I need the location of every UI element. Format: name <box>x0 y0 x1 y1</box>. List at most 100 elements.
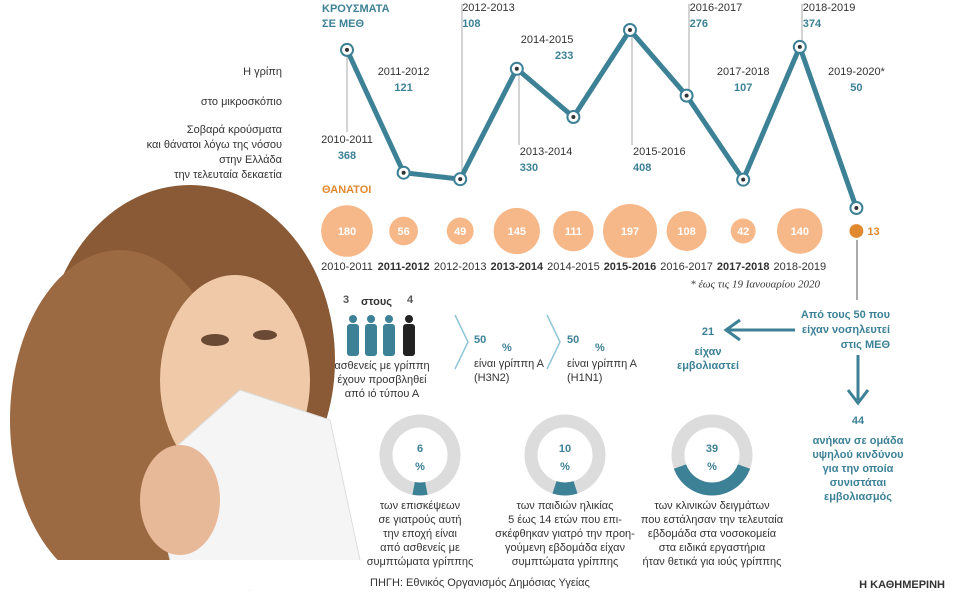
point-center <box>741 177 746 182</box>
value-label: 368 <box>338 150 356 162</box>
point-center <box>401 170 406 175</box>
vaccinated-text: είχαν <box>694 346 721 358</box>
bubble <box>446 217 474 245</box>
season-label: 2016-2017 <box>690 2 743 14</box>
value-label: 145 <box>508 226 526 238</box>
icu-text: είχαν νοσηλευτεί <box>802 324 890 336</box>
bubble <box>603 204 657 258</box>
donut-text: 5 έως 14 ετών που επι- <box>508 514 622 526</box>
value-label: 108 <box>462 18 480 30</box>
value-label: 330 <box>520 162 538 174</box>
donut-text: σε γιατρούς αυτή <box>379 514 462 526</box>
ratio-number: 4 <box>407 294 414 306</box>
season-label: 2019-2020* <box>828 66 886 78</box>
donut-unit: % <box>560 461 570 473</box>
strain-value: 50 <box>474 334 486 346</box>
season-label: 2013-2014 <box>520 146 573 158</box>
subtitle: και θάνατοι λόγω της νόσου <box>147 139 282 151</box>
season-label: 2010-2011 <box>321 134 373 146</box>
vaccinated-text: εμβολιαστεί <box>677 360 739 372</box>
ratio-word: στους <box>361 296 392 308</box>
line-title: ΚΡΟΥΣΜΑΤΑ <box>322 3 390 15</box>
bubble <box>777 208 823 254</box>
subtitle: την τελευταία δεκαετία <box>174 169 283 181</box>
point-center <box>458 177 463 182</box>
donut-unit: % <box>415 461 425 473</box>
icu-text: Από τους 50 που <box>801 309 890 321</box>
donut-text: των κλινικών δειγμάτων <box>654 500 770 512</box>
season-label: 2010-2011 <box>321 261 373 273</box>
point-center <box>628 28 632 32</box>
source: ΠΗΓΗ: Εθνικός Οργανισμός Δημόσιας Υγείας <box>370 577 590 589</box>
value-label: 374 <box>803 18 822 30</box>
value-label: 408 <box>633 162 651 174</box>
point-center <box>345 47 349 52</box>
ratio-text: έχουν προσβληθεί <box>337 374 427 386</box>
donut-text: την εποχή είναι <box>383 528 457 540</box>
icu-text: στις ΜΕΘ <box>841 339 891 351</box>
donut-unit: % <box>707 461 717 473</box>
value-label: 13 <box>867 226 879 238</box>
subtitle: στην Ελλάδα <box>219 154 282 166</box>
donut-text: των επισκέψεων <box>380 500 461 512</box>
season-label: 2018-2019 <box>773 261 826 273</box>
strain-unit: % <box>595 342 605 354</box>
donut-text: στα ειδικά εργαστήρια <box>659 542 766 554</box>
donut-value: 6 <box>417 443 423 455</box>
bubble <box>553 210 594 252</box>
bubble <box>730 218 756 244</box>
value-label: 197 <box>621 226 639 238</box>
risk-text: συνιστάται <box>830 477 886 489</box>
value-label: 107 <box>734 82 752 94</box>
strain-unit: % <box>502 342 512 354</box>
risk-value: 44 <box>852 415 865 427</box>
value-label: 49 <box>454 226 466 238</box>
donut-text: από ασθενείς με <box>380 542 460 554</box>
title: Η γρίπη <box>243 66 282 78</box>
donut-value: 10 <box>559 443 571 455</box>
strain-value: 50 <box>567 334 579 346</box>
strain-text: είναι γρίππη Α <box>474 358 545 370</box>
donut-track <box>379 414 461 496</box>
ratio-number: 3 <box>343 294 349 306</box>
donut-text: γούμενη εβδομάδα είχαν <box>505 542 625 554</box>
bubble <box>389 216 418 246</box>
point-center <box>684 93 689 98</box>
people-icons <box>347 315 415 356</box>
donut-segment <box>552 481 578 496</box>
donut-track <box>524 414 606 496</box>
risk-text: ανήκαν σε ομάδα <box>813 435 904 447</box>
season-label: 2012-2013 <box>462 2 515 14</box>
donut-text: εβδομάδα στα νοσοκομεία <box>648 528 777 540</box>
point-center <box>514 66 519 71</box>
photo <box>10 185 361 591</box>
donut-text: που εστάλησαν την τελευταία <box>641 514 784 526</box>
donut-segment <box>412 481 428 496</box>
point-center <box>854 206 859 210</box>
bubble <box>849 224 864 238</box>
season-label: 2011-2012 <box>378 261 430 273</box>
donut-text: ήταν θετικά για ιούς γρίππης <box>643 556 782 568</box>
value-label: 276 <box>690 18 708 30</box>
title: στο μικροσκόπιο <box>201 96 282 108</box>
value-label: 111 <box>565 226 582 238</box>
vaccinated-value: 21 <box>702 326 714 338</box>
donut-text: των παιδιών ηλικίας <box>517 500 614 512</box>
risk-text: για την οποία <box>823 463 894 475</box>
season-label: 2013-2014 <box>490 261 543 273</box>
donut-segment <box>673 463 751 496</box>
value-label: 233 <box>555 50 573 62</box>
strain-text: (H3N2) <box>474 372 509 384</box>
value-label: 108 <box>677 226 695 238</box>
bubble-title: ΘΑΝΑΤΟΙ <box>322 184 371 196</box>
value-label: 140 <box>791 226 809 238</box>
line-title: ΣΕ ΜΕΘ <box>322 18 364 30</box>
risk-text: εμβολιασμός <box>824 491 892 503</box>
strain-text: είναι γρίππη Α <box>567 358 638 370</box>
donut-text: σκέφθηκαν γιατρό την προη- <box>495 528 635 540</box>
brand: Η ΚΑΘΗΜΕΡΙΝΗ <box>859 579 945 591</box>
ratio-text: από ιό τύπου Α <box>345 388 420 400</box>
bubble <box>493 207 540 255</box>
donut-value: 39 <box>706 443 718 455</box>
